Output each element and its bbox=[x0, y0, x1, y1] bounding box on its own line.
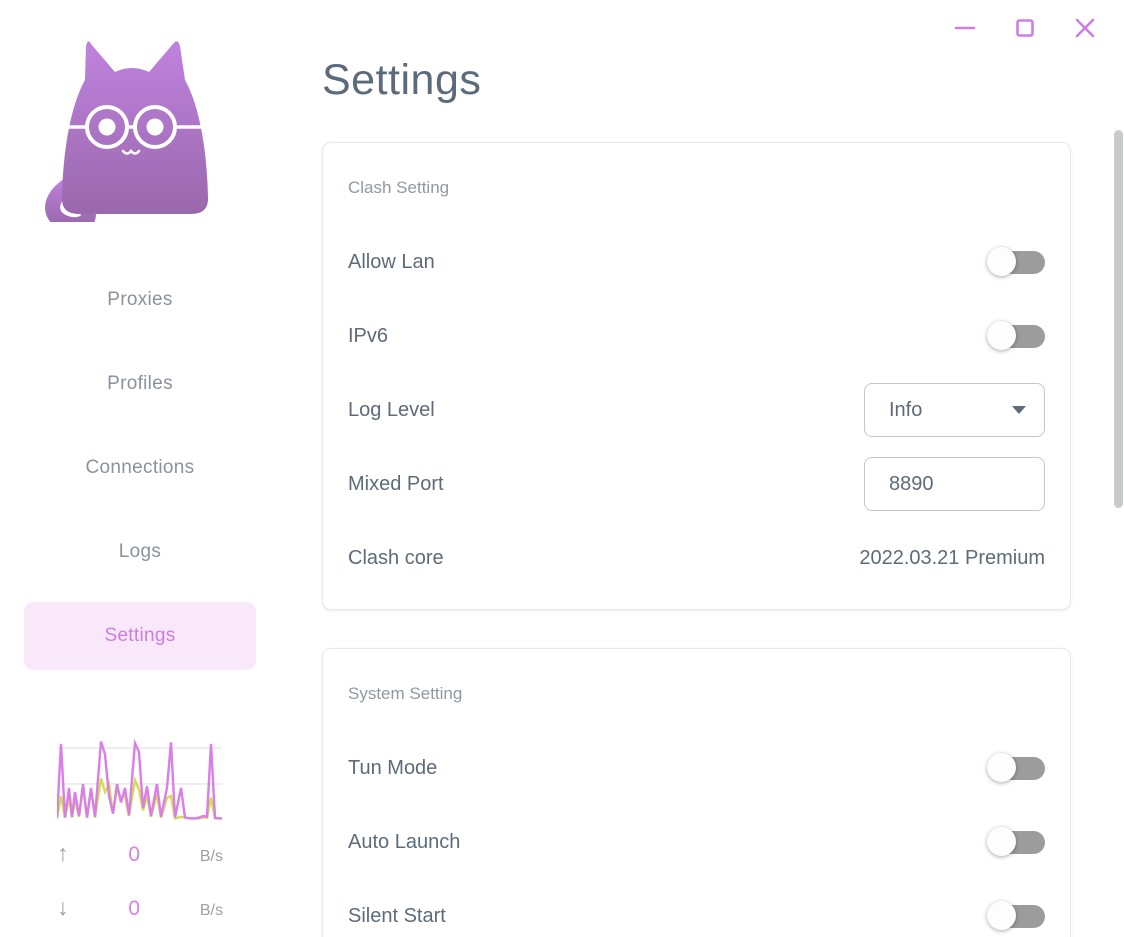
silent-start-label: Silent Start bbox=[348, 904, 446, 927]
upload-speed-unit: B/s bbox=[199, 848, 223, 865]
up-arrow-icon: ↑ bbox=[57, 840, 69, 866]
download-speed-unit: B/s bbox=[199, 902, 223, 919]
maximize-button[interactable] bbox=[1014, 17, 1036, 39]
card-header: System Setting bbox=[348, 684, 463, 703]
silent-start-toggle[interactable] bbox=[987, 901, 1045, 931]
sidebar: Proxies Profiles Connections Logs Settin… bbox=[0, 0, 280, 937]
allow-lan-label: Allow Lan bbox=[348, 250, 435, 273]
close-button[interactable] bbox=[1074, 17, 1096, 39]
auto-launch-toggle[interactable] bbox=[987, 827, 1045, 857]
toggle-thumb bbox=[987, 247, 1016, 276]
down-arrow-icon: ↓ bbox=[57, 894, 69, 920]
system-setting-card: System Setting Tun Mode Auto Launch Sile… bbox=[322, 648, 1071, 937]
traffic-graph bbox=[57, 738, 222, 820]
setting-row-tun-mode: Tun Mode bbox=[348, 731, 1045, 805]
nav-menu: Proxies Profiles Connections Logs Settin… bbox=[0, 266, 280, 686]
mixed-port-label: Mixed Port bbox=[348, 472, 444, 495]
toggle-thumb bbox=[987, 827, 1016, 856]
minimize-icon bbox=[954, 26, 976, 30]
chevron-down-icon bbox=[1012, 406, 1026, 414]
traffic-download: ↓ 0 B/s bbox=[57, 894, 223, 921]
setting-row-ipv6: IPv6 bbox=[348, 299, 1045, 373]
setting-row-log-level: Log Level Info bbox=[348, 373, 1045, 447]
toggle-thumb bbox=[987, 901, 1016, 930]
close-icon bbox=[1075, 18, 1095, 38]
setting-row-auto-launch: Auto Launch bbox=[348, 805, 1045, 879]
clash-core-label: Clash core bbox=[348, 546, 444, 569]
sidebar-item-proxies[interactable]: Proxies bbox=[107, 289, 173, 310]
toggle-thumb bbox=[987, 321, 1016, 350]
sidebar-item-profiles[interactable]: Profiles bbox=[107, 373, 173, 394]
traffic-upload: ↑ 0 B/s bbox=[57, 840, 223, 867]
upload-speed-value: 0 bbox=[128, 843, 141, 866]
cat-logo-icon bbox=[45, 41, 209, 222]
ipv6-label: IPv6 bbox=[348, 324, 389, 347]
log-level-select[interactable]: Info bbox=[864, 383, 1045, 437]
sidebar-item-logs[interactable]: Logs bbox=[118, 541, 162, 562]
scrollbar[interactable] bbox=[1114, 130, 1123, 508]
setting-row-allow-lan: Allow Lan bbox=[348, 225, 1045, 299]
ipv6-toggle[interactable] bbox=[987, 321, 1045, 351]
minimize-button[interactable] bbox=[954, 17, 976, 39]
window-controls bbox=[954, 17, 1096, 39]
clash-setting-card: Clash Setting Allow Lan IPv6 Log Level bbox=[322, 142, 1071, 610]
card-header: Clash Setting bbox=[348, 178, 450, 197]
log-level-label: Log Level bbox=[348, 398, 435, 421]
sidebar-item-settings[interactable]: Settings bbox=[24, 602, 256, 670]
mixed-port-input[interactable] bbox=[864, 457, 1045, 511]
setting-row-silent-start: Silent Start bbox=[348, 879, 1045, 937]
sidebar-item-connections[interactable]: Connections bbox=[85, 457, 195, 478]
maximize-icon bbox=[1016, 19, 1034, 37]
download-speed-value: 0 bbox=[128, 897, 141, 920]
setting-row-clash-core: Clash core 2022.03.21 Premium bbox=[348, 521, 1045, 595]
allow-lan-toggle[interactable] bbox=[987, 247, 1045, 277]
clash-core-version: 2022.03.21 Premium bbox=[859, 546, 1045, 569]
setting-row-mixed-port: Mixed Port bbox=[348, 447, 1045, 521]
tun-mode-toggle[interactable] bbox=[987, 753, 1045, 783]
tun-mode-label: Tun Mode bbox=[348, 756, 438, 779]
main-content: Settings Clash Setting Allow Lan IPv6 Lo… bbox=[280, 0, 1124, 937]
toggle-thumb bbox=[987, 753, 1016, 782]
auto-launch-label: Auto Launch bbox=[348, 830, 461, 853]
log-level-selected-value: Info bbox=[889, 398, 923, 421]
page-title: Settings bbox=[322, 56, 482, 104]
